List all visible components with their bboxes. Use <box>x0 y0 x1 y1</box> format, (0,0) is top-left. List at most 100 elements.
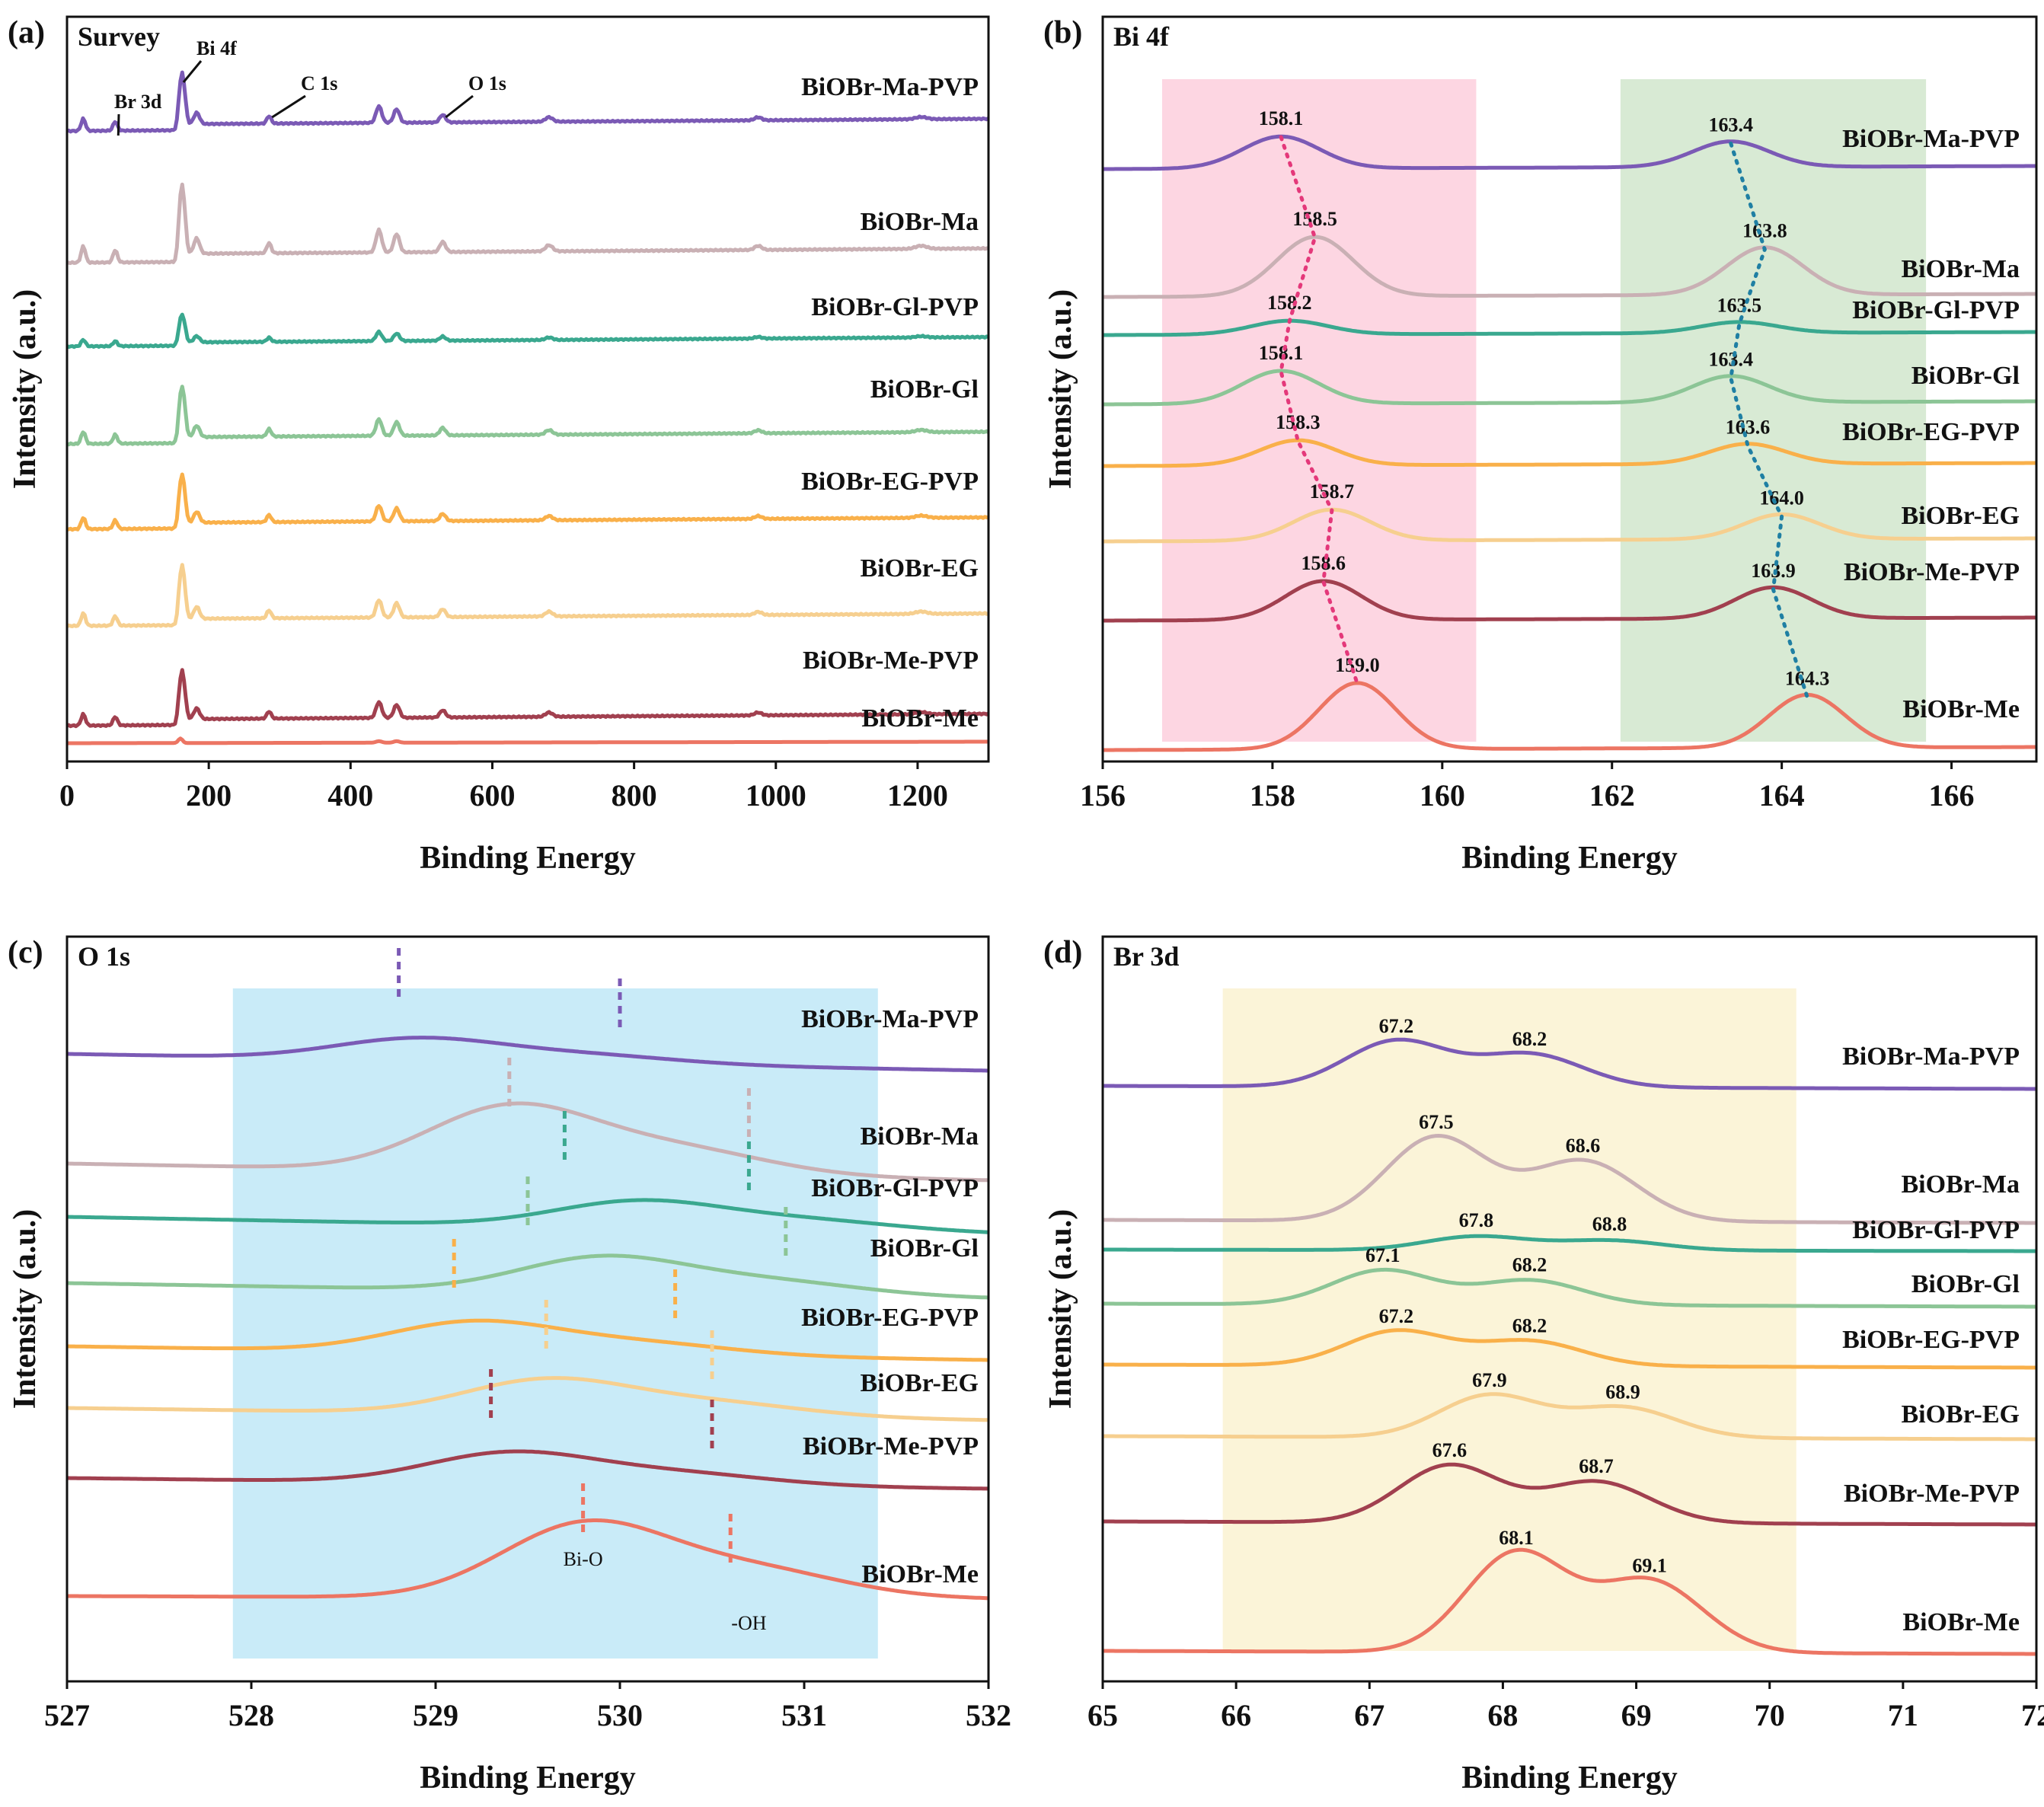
series-label: BiOBr-Me <box>861 1560 979 1588</box>
peak-label: 68.1 <box>1499 1527 1534 1549</box>
peak-marker-label: Br 3d <box>114 91 162 113</box>
series-label: BiOBr-Gl-PVP <box>811 293 979 321</box>
series-label: BiOBr-Me-PVP <box>1844 1480 2020 1508</box>
panel-title: Br 3d <box>1113 941 1179 972</box>
y-axis-label: Intensity (a.u.) <box>8 289 43 490</box>
series-line-biobr-gl-pvp <box>65 312 989 350</box>
x-tick-label: 527 <box>44 1698 90 1732</box>
peak-label: 158.2 <box>1267 292 1312 314</box>
peak-label: 68.2 <box>1512 1028 1547 1050</box>
panel-letter: (d) <box>1043 935 1082 970</box>
series-label: BiOBr-Ma <box>1902 255 2020 283</box>
x-tick-label: 71 <box>1888 1698 1918 1732</box>
x-axis-label: Binding Energy <box>420 1761 636 1796</box>
x-tick-label: 70 <box>1755 1698 1785 1732</box>
peak-label: 158.7 <box>1310 480 1355 503</box>
x-tick-label: 164 <box>1759 778 1805 813</box>
x-tick-label: 530 <box>597 1698 643 1732</box>
series-line-biobr-me-pvp <box>66 668 990 729</box>
peak-label: 163.5 <box>1717 295 1762 317</box>
peak-label: 158.1 <box>1259 342 1304 364</box>
panel-letter: (b) <box>1043 15 1082 50</box>
peak-label: 164.3 <box>1785 667 1830 689</box>
x-tick-label: 162 <box>1589 778 1635 813</box>
series-label: BiOBr-Ma <box>861 208 979 236</box>
series-label: BiOBr-Ma-PVP <box>1842 125 2020 153</box>
peak-label: 68.2 <box>1512 1254 1547 1276</box>
series-label: BiOBr-Me <box>1902 695 2020 723</box>
series-line-biobr-me <box>66 1518 989 1601</box>
series-line-biobr-me <box>1102 681 2037 752</box>
peak-marker-pointer <box>445 94 474 119</box>
peak-marker-pointer <box>182 60 203 83</box>
panel-a-survey: BiOBr-Ma-PVP BiOBr-Ma BiOBr-Gl-PVP BiOBr-Gl… <box>8 15 990 876</box>
plot-frame <box>65 15 990 763</box>
series-label: BiOBr-Me <box>1902 1608 2020 1636</box>
shaded-region-1 <box>1620 79 1927 742</box>
x-tick-label: 67 <box>1354 1698 1384 1732</box>
peak-label: 68.8 <box>1592 1213 1627 1235</box>
series-label: BiOBr-EG-PVP <box>1842 1326 2020 1354</box>
x-tick-label: 529 <box>413 1698 458 1732</box>
peak-label: 67.2 <box>1379 1015 1414 1037</box>
series-line-biobr-eg-pvp <box>66 1318 989 1362</box>
peak-label: 159.0 <box>1335 654 1380 676</box>
x-tick-label: 0 <box>59 778 75 813</box>
series-label: BiOBr-EG <box>860 554 979 583</box>
peak-label: 158.5 <box>1292 208 1337 230</box>
y-axis-label: Intensity (a.u.) <box>1043 289 1078 490</box>
peak-marker-label: O 1s <box>468 72 506 94</box>
series-label: BiOBr-Me-PVP <box>803 646 979 675</box>
peak-marker-pointer <box>117 113 120 136</box>
peak-label: 67.8 <box>1459 1209 1494 1231</box>
peak-label: 158.1 <box>1259 107 1304 129</box>
y-axis-label: Intensity (a.u.) <box>1043 1209 1078 1410</box>
series-label: BiOBr-Me <box>861 704 979 733</box>
series-line-biobr-ma <box>1102 1134 2037 1225</box>
peak-label: 69.1 <box>1632 1554 1667 1576</box>
series-line-biobr-eg <box>65 563 989 628</box>
series-label: BiOBr-EG-PVP <box>801 1304 979 1332</box>
series-line-biobr-me <box>1102 1547 2037 1656</box>
series-line-biobr-gl <box>66 385 990 447</box>
plot-frame <box>1101 935 2038 1683</box>
peak-label: 67.5 <box>1419 1111 1454 1133</box>
peak-label: 158.6 <box>1301 552 1346 574</box>
shaded-region-0 <box>1222 988 1796 1651</box>
series-label: BiOBr-EG <box>1901 1400 2020 1429</box>
series-line-biobr-gl-pvp <box>1102 318 2037 337</box>
x-tick-label: 600 <box>469 778 515 813</box>
plot-frame <box>65 935 990 1683</box>
x-tick-label: 72 <box>2021 1698 2044 1732</box>
series-label: BiOBr-EG-PVP <box>1842 418 2020 446</box>
x-tick-label: 531 <box>781 1698 827 1732</box>
peak-label: 163.4 <box>1709 113 1754 136</box>
series-label: BiOBr-Ma-PVP <box>1842 1042 2020 1071</box>
peak-label: 68.9 <box>1605 1381 1640 1403</box>
series-label: BiOBr-Ma <box>1902 1170 2020 1199</box>
series-line-biobr-eg <box>1102 1392 2037 1441</box>
peak-label: 68.7 <box>1579 1455 1614 1477</box>
series-line-biobr-me-pvp <box>1102 579 2037 623</box>
shaded-region-0 <box>232 988 878 1659</box>
peak-label: 163.6 <box>1726 417 1771 439</box>
panel-title: Survey <box>78 21 160 52</box>
series-line-biobr-ma <box>66 182 989 265</box>
x-tick-label: 166 <box>1929 778 1975 813</box>
series-line-biobr-gl-pvp <box>1102 1234 2037 1253</box>
peak-label: 163.9 <box>1751 560 1796 582</box>
x-tick-label: 69 <box>1621 1698 1652 1732</box>
x-tick-label: 800 <box>612 778 657 813</box>
panel-letter: (a) <box>8 15 45 50</box>
peak-label: 68.6 <box>1566 1135 1601 1157</box>
series-line-biobr-eg <box>66 1376 989 1422</box>
x-tick-label: 68 <box>1487 1698 1518 1732</box>
series-label: BiOBr-Gl <box>870 375 979 404</box>
peak-marker-pointer <box>271 94 306 119</box>
x-tick-label: 200 <box>186 778 232 813</box>
series-line-biobr-gl <box>66 1253 989 1300</box>
series-line-biobr-eg-pvp <box>1102 438 2037 468</box>
series-label: BiOBr-Gl <box>1911 362 2020 390</box>
panel-title: Bi 4f <box>1113 21 1170 52</box>
